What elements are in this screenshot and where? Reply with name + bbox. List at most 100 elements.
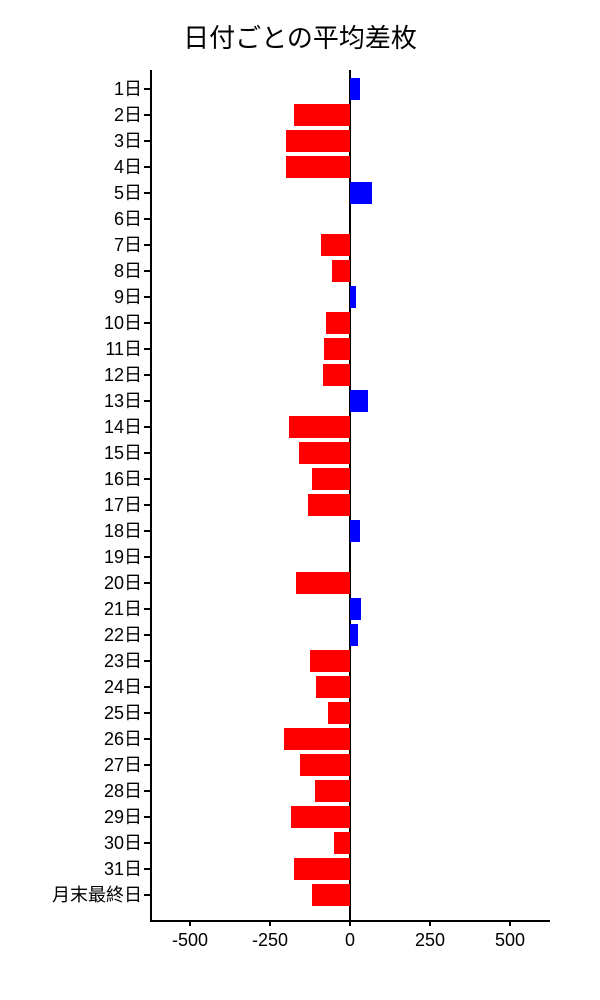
y-axis [150, 70, 152, 920]
y-tick-label: 3日 [2, 130, 142, 152]
y-tick-label: 19日 [2, 546, 142, 568]
y-tick-label: 31日 [2, 858, 142, 880]
bar [291, 806, 350, 828]
bar [350, 286, 356, 308]
y-tick-mark [144, 452, 150, 454]
x-tick-mark [189, 920, 191, 926]
y-tick-label: 23日 [2, 650, 142, 672]
x-tick-mark [509, 920, 511, 926]
bar [326, 312, 350, 334]
y-tick-label: 15日 [2, 442, 142, 464]
y-tick-mark [144, 374, 150, 376]
y-tick-mark [144, 894, 150, 896]
plot-area: -500-2500250500 [150, 70, 550, 920]
y-tick-mark [144, 712, 150, 714]
y-tick-mark [144, 322, 150, 324]
y-tick-label: 20日 [2, 572, 142, 594]
y-tick-label: 5日 [2, 182, 142, 204]
y-tick-mark [144, 660, 150, 662]
bar [296, 572, 350, 594]
bar [350, 182, 372, 204]
x-tick-label: 250 [415, 930, 445, 951]
x-tick-label: 0 [345, 930, 355, 951]
y-tick-mark [144, 166, 150, 168]
bar [310, 650, 350, 672]
y-tick-mark [144, 504, 150, 506]
y-tick-mark [144, 634, 150, 636]
bar [350, 390, 368, 412]
y-tick-label: 16日 [2, 468, 142, 490]
y-tick-label: 14日 [2, 416, 142, 438]
y-tick-label: 25日 [2, 702, 142, 724]
y-tick-mark [144, 738, 150, 740]
y-tick-label: 4日 [2, 156, 142, 178]
y-tick-label: 11日 [2, 338, 142, 360]
y-tick-mark [144, 426, 150, 428]
y-tick-label: 27日 [2, 754, 142, 776]
y-tick-mark [144, 868, 150, 870]
y-tick-label: 1日 [2, 78, 142, 100]
x-tick-mark [269, 920, 271, 926]
bar [350, 624, 358, 646]
x-tick-label: 500 [495, 930, 525, 951]
chart-title: 日付ごとの平均差枚 [0, 18, 600, 55]
y-tick-label: 17日 [2, 494, 142, 516]
bar [350, 520, 360, 542]
bar [299, 442, 350, 464]
y-tick-label: 18日 [2, 520, 142, 542]
y-tick-label: 29日 [2, 806, 142, 828]
y-tick-mark [144, 400, 150, 402]
y-tick-mark [144, 296, 150, 298]
y-tick-mark [144, 842, 150, 844]
y-tick-mark [144, 114, 150, 116]
bar [286, 156, 350, 178]
y-tick-label: 月末最終日 [2, 884, 142, 906]
y-tick-label: 26日 [2, 728, 142, 750]
bar [300, 754, 350, 776]
bar [334, 832, 350, 854]
y-tick-label: 10日 [2, 312, 142, 334]
bar [321, 234, 350, 256]
bar [315, 780, 350, 802]
bar [323, 364, 350, 386]
y-tick-mark [144, 88, 150, 90]
y-tick-mark [144, 764, 150, 766]
y-tick-mark [144, 816, 150, 818]
y-tick-mark [144, 530, 150, 532]
y-tick-mark [144, 244, 150, 246]
bar [312, 468, 350, 490]
y-tick-label: 6日 [2, 208, 142, 230]
x-tick-mark [349, 920, 351, 926]
bar [289, 416, 350, 438]
bar [308, 494, 350, 516]
bar [328, 702, 350, 724]
bar [284, 728, 350, 750]
y-tick-mark [144, 192, 150, 194]
y-tick-label: 9日 [2, 286, 142, 308]
bar [316, 676, 350, 698]
y-tick-mark [144, 140, 150, 142]
y-tick-mark [144, 790, 150, 792]
y-tick-label: 13日 [2, 390, 142, 412]
y-tick-label: 2日 [2, 104, 142, 126]
bar [350, 598, 361, 620]
y-tick-label: 30日 [2, 832, 142, 854]
y-tick-label: 28日 [2, 780, 142, 802]
y-tick-mark [144, 582, 150, 584]
y-tick-mark [144, 270, 150, 272]
bar [286, 130, 350, 152]
x-tick-label: -250 [252, 930, 288, 951]
y-tick-label: 24日 [2, 676, 142, 698]
bar [350, 78, 360, 100]
y-tick-mark [144, 556, 150, 558]
bar [294, 858, 350, 880]
x-tick-label: -500 [172, 930, 208, 951]
y-tick-label: 22日 [2, 624, 142, 646]
y-tick-mark [144, 348, 150, 350]
y-tick-label: 12日 [2, 364, 142, 386]
bar [332, 260, 350, 282]
y-tick-mark [144, 218, 150, 220]
bar [312, 884, 350, 906]
bar [324, 338, 350, 360]
y-tick-label: 21日 [2, 598, 142, 620]
